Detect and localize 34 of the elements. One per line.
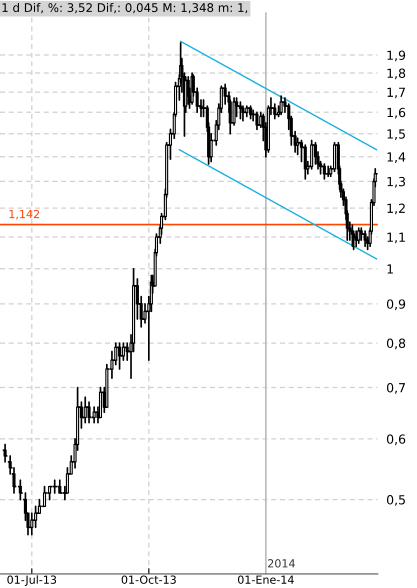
ref-line-label: 2014	[268, 559, 295, 568]
y-tick-label: 1	[388, 264, 393, 274]
candlestick	[240, 105, 246, 122]
candlestick	[121, 342, 126, 361]
y-tick-label: 1,5	[388, 129, 405, 140]
y-tick-label: 1,3	[388, 176, 406, 188]
candlestick	[82, 396, 88, 424]
y-tick-label: 0,9	[386, 299, 406, 310]
chart-title: 1 d Dif, %: 3,52 Dif,: 0,045 M: 1,348 m: 1,	[2, 2, 248, 14]
x-tick-label: 01-Oct-13	[122, 575, 176, 584]
candlestick	[356, 227, 362, 244]
candlestick	[322, 163, 327, 180]
candlestick	[254, 111, 260, 130]
y-tick-label: 0,7	[386, 383, 405, 394]
candlestick	[278, 95, 284, 116]
y-tick-label: 1,7	[388, 88, 405, 98]
candlestick	[244, 105, 250, 118]
y-tick-label: 1,2	[388, 204, 405, 214]
y-tick-label: 0,8	[386, 338, 406, 350]
y-tick-label: 1,4	[388, 152, 406, 163]
y-tick-label: 1,8	[388, 68, 406, 80]
y-tick-label: 0,5	[386, 495, 405, 506]
candlestick	[248, 105, 253, 120]
y-tick-label: 1,1	[388, 232, 405, 244]
y-tick-label: 1,9	[388, 50, 406, 62]
candlestick	[2, 444, 8, 463]
candlestick	[362, 230, 368, 248]
y-tick-label: 0,6	[386, 434, 406, 446]
candlestick	[117, 342, 122, 370]
x-tick-label: 01-Ene-14	[238, 575, 294, 584]
x-tick-label: 01-Jul-13	[7, 575, 56, 586]
ref-line-label: 1,142	[10, 210, 40, 220]
candlestick	[86, 401, 92, 424]
y-tick-label: 1,6	[388, 108, 406, 118]
